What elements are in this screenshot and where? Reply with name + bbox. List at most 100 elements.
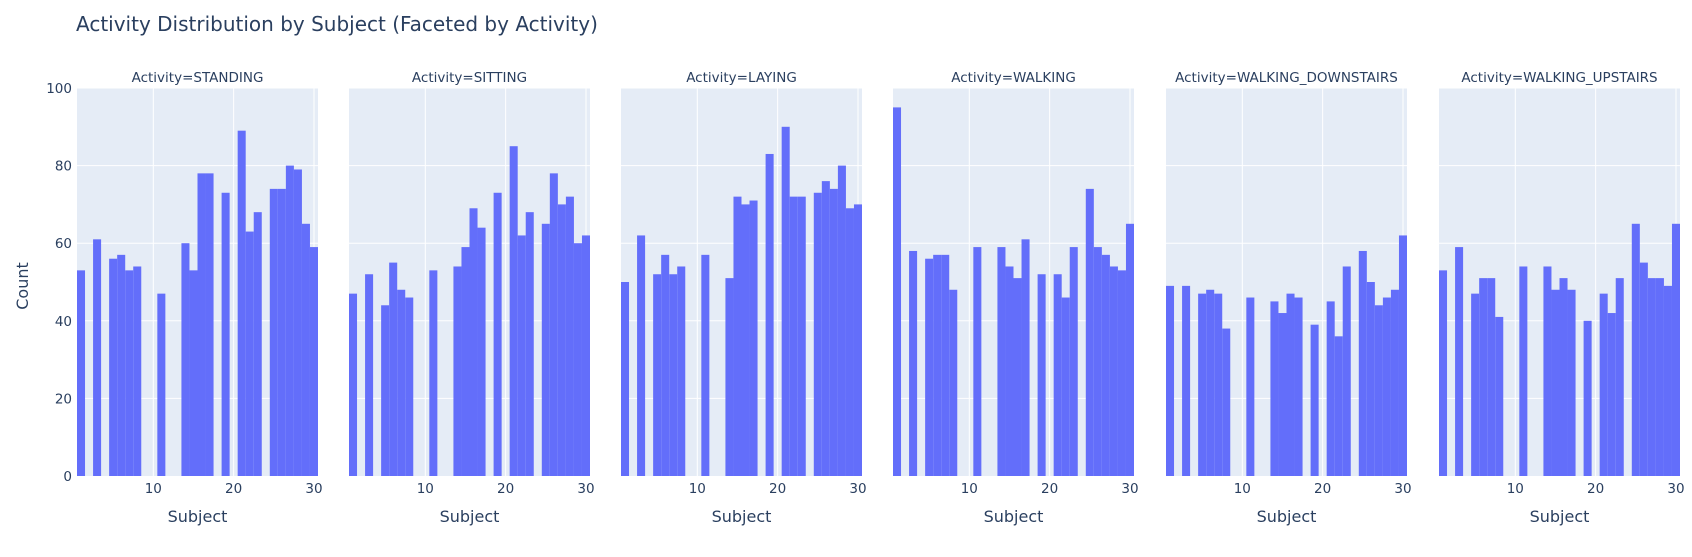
bar	[277, 188, 286, 476]
bar	[125, 270, 134, 476]
bar	[1583, 320, 1592, 476]
bar	[1366, 282, 1375, 476]
x-tick-label: 10	[689, 481, 706, 497]
bar	[349, 293, 358, 476]
x-tick-label: 10	[1234, 481, 1251, 497]
facet-panel: Activity=STANDING 10 20 30 Subject 0 20 40 60 80 1…	[46, 70, 322, 526]
bar	[637, 235, 646, 476]
facet-label: Activity=WALKING	[951, 70, 1076, 86]
x-tick-label: 20	[1587, 481, 1604, 497]
bar	[205, 173, 214, 477]
x-tick-label: 10	[1507, 481, 1524, 497]
bar	[1222, 328, 1231, 476]
bar	[1053, 274, 1062, 476]
bar	[1599, 293, 1608, 476]
bar	[461, 247, 470, 476]
bar	[1069, 247, 1078, 476]
bar	[653, 274, 662, 476]
bar	[1358, 250, 1367, 476]
bar	[197, 173, 206, 477]
bar	[453, 266, 462, 476]
bar	[1398, 235, 1407, 476]
x-axis-title: Subject	[984, 507, 1044, 526]
bar	[1037, 274, 1046, 476]
x-tick-label: 20	[769, 481, 786, 497]
x-tick-label: 10	[961, 481, 978, 497]
bar	[469, 208, 478, 476]
bar	[997, 247, 1006, 476]
bar	[493, 192, 502, 476]
bar	[893, 107, 902, 477]
bar	[309, 247, 318, 476]
x-tick-label: 30	[305, 481, 322, 497]
x-tick-label: 30	[1121, 481, 1138, 497]
bar	[1286, 293, 1295, 476]
bar	[1214, 293, 1223, 476]
bar	[1294, 297, 1303, 476]
bar	[77, 270, 86, 476]
bar	[821, 181, 830, 476]
bar	[1206, 289, 1215, 476]
bar	[909, 250, 918, 476]
bar	[677, 266, 686, 476]
bar	[741, 204, 750, 476]
bar	[557, 204, 566, 476]
bar	[749, 200, 758, 476]
x-axis-title: Subject	[712, 507, 772, 526]
facet-label: Activity=SITTING	[412, 70, 527, 86]
bar	[517, 235, 526, 476]
bar	[405, 297, 414, 476]
bar	[1061, 297, 1070, 476]
x-tick-label: 10	[145, 481, 162, 497]
y-axis-title: Count	[13, 262, 32, 310]
bar	[1125, 223, 1134, 476]
bar	[549, 173, 558, 477]
bar	[157, 293, 166, 476]
bar	[765, 153, 774, 476]
bar	[845, 208, 854, 476]
bar	[477, 227, 486, 476]
bar	[509, 146, 518, 476]
bar	[565, 196, 574, 476]
bar	[1166, 285, 1175, 476]
bar	[813, 192, 822, 476]
bar	[269, 188, 278, 476]
bar	[789, 196, 798, 476]
bar	[837, 165, 846, 476]
facets: Activity=STANDING 10 20 30 Subject 0 20 40 60 80 1…	[46, 70, 1684, 526]
y-tick-label: 20	[55, 391, 72, 407]
bar	[661, 254, 670, 476]
x-tick-label: 30	[1394, 481, 1411, 497]
bar	[1567, 289, 1576, 476]
bar	[1551, 289, 1560, 476]
bar	[1198, 293, 1207, 476]
bar	[725, 278, 734, 476]
facet-panel: Activity=SITTING 10 20 30 Subject	[349, 70, 595, 526]
bar	[573, 243, 582, 476]
bar	[941, 254, 950, 476]
bar	[1471, 293, 1480, 476]
bar	[1615, 278, 1624, 476]
bar	[1671, 223, 1680, 476]
bar	[1334, 336, 1343, 476]
bar	[1182, 285, 1191, 476]
bar	[93, 239, 102, 476]
bar	[221, 192, 230, 476]
x-axis-title: Subject	[1530, 507, 1590, 526]
facet-label: Activity=WALKING_DOWNSTAIRS	[1175, 70, 1398, 86]
bar	[1631, 223, 1640, 476]
bar	[285, 165, 294, 476]
bar	[1117, 270, 1126, 476]
bar	[237, 130, 246, 476]
bar	[525, 212, 534, 476]
x-tick-label: 20	[497, 481, 514, 497]
facet-label: Activity=WALKING_UPSTAIRS	[1461, 70, 1657, 86]
bar	[189, 270, 198, 476]
bar	[1487, 278, 1496, 476]
bar	[1246, 297, 1255, 476]
bar	[1374, 305, 1383, 476]
bar	[781, 126, 790, 477]
bar	[853, 204, 862, 476]
y-tick-label: 0	[63, 469, 72, 485]
bar	[133, 266, 142, 476]
